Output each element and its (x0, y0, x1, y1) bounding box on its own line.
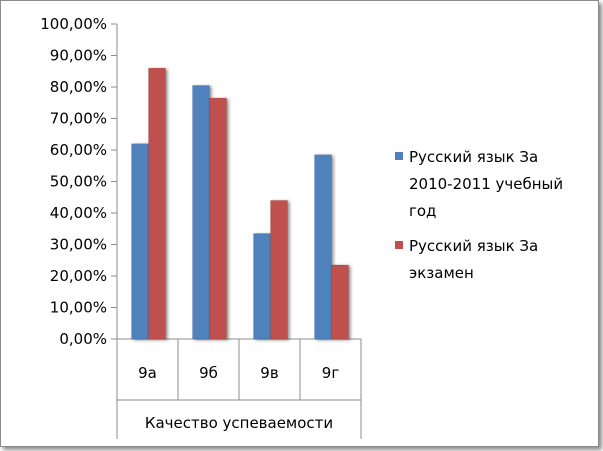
y-tick-label: 50,00% (50, 173, 107, 191)
category-label: 9г (322, 364, 340, 382)
legend-text: год (409, 202, 436, 220)
bar-series2-9б (209, 97, 227, 340)
legend-text: Русский язык За (409, 148, 538, 166)
legend-text: 2010-2011 учебный (409, 175, 563, 193)
y-tick-label: 0,00% (59, 330, 107, 348)
category-label: 9б (199, 364, 218, 382)
y-tick-label: 90,00% (50, 47, 107, 65)
bar-series1-9а (131, 143, 149, 340)
y-tick-label: 40,00% (50, 204, 107, 222)
group-label: Качество успеваемости (145, 414, 333, 432)
legend-text: Русский язык За (409, 237, 538, 255)
y-tick-label: 60,00% (50, 141, 107, 159)
bar-series1-9в (253, 233, 271, 340)
legend-text: экзамен (409, 264, 474, 282)
y-tick-label: 10,00% (50, 299, 107, 317)
bar-series2-9г (331, 264, 349, 340)
legend-swatch-series2 (395, 241, 403, 249)
bar-series1-9б (192, 85, 210, 340)
bar-series2-9а (148, 67, 166, 340)
bar-series2-9в (270, 200, 288, 340)
y-tick-label: 30,00% (50, 236, 107, 254)
category-label: 9а (138, 364, 157, 382)
legend-swatch-series1 (395, 152, 403, 160)
y-tick-label: 80,00% (50, 78, 107, 96)
y-tick-label: 20,00% (50, 267, 107, 285)
bar-series1-9г (314, 154, 332, 340)
category-label: 9в (260, 364, 278, 382)
y-tick-label: 100,00% (40, 15, 107, 33)
y-tick-label: 70,00% (50, 110, 107, 128)
